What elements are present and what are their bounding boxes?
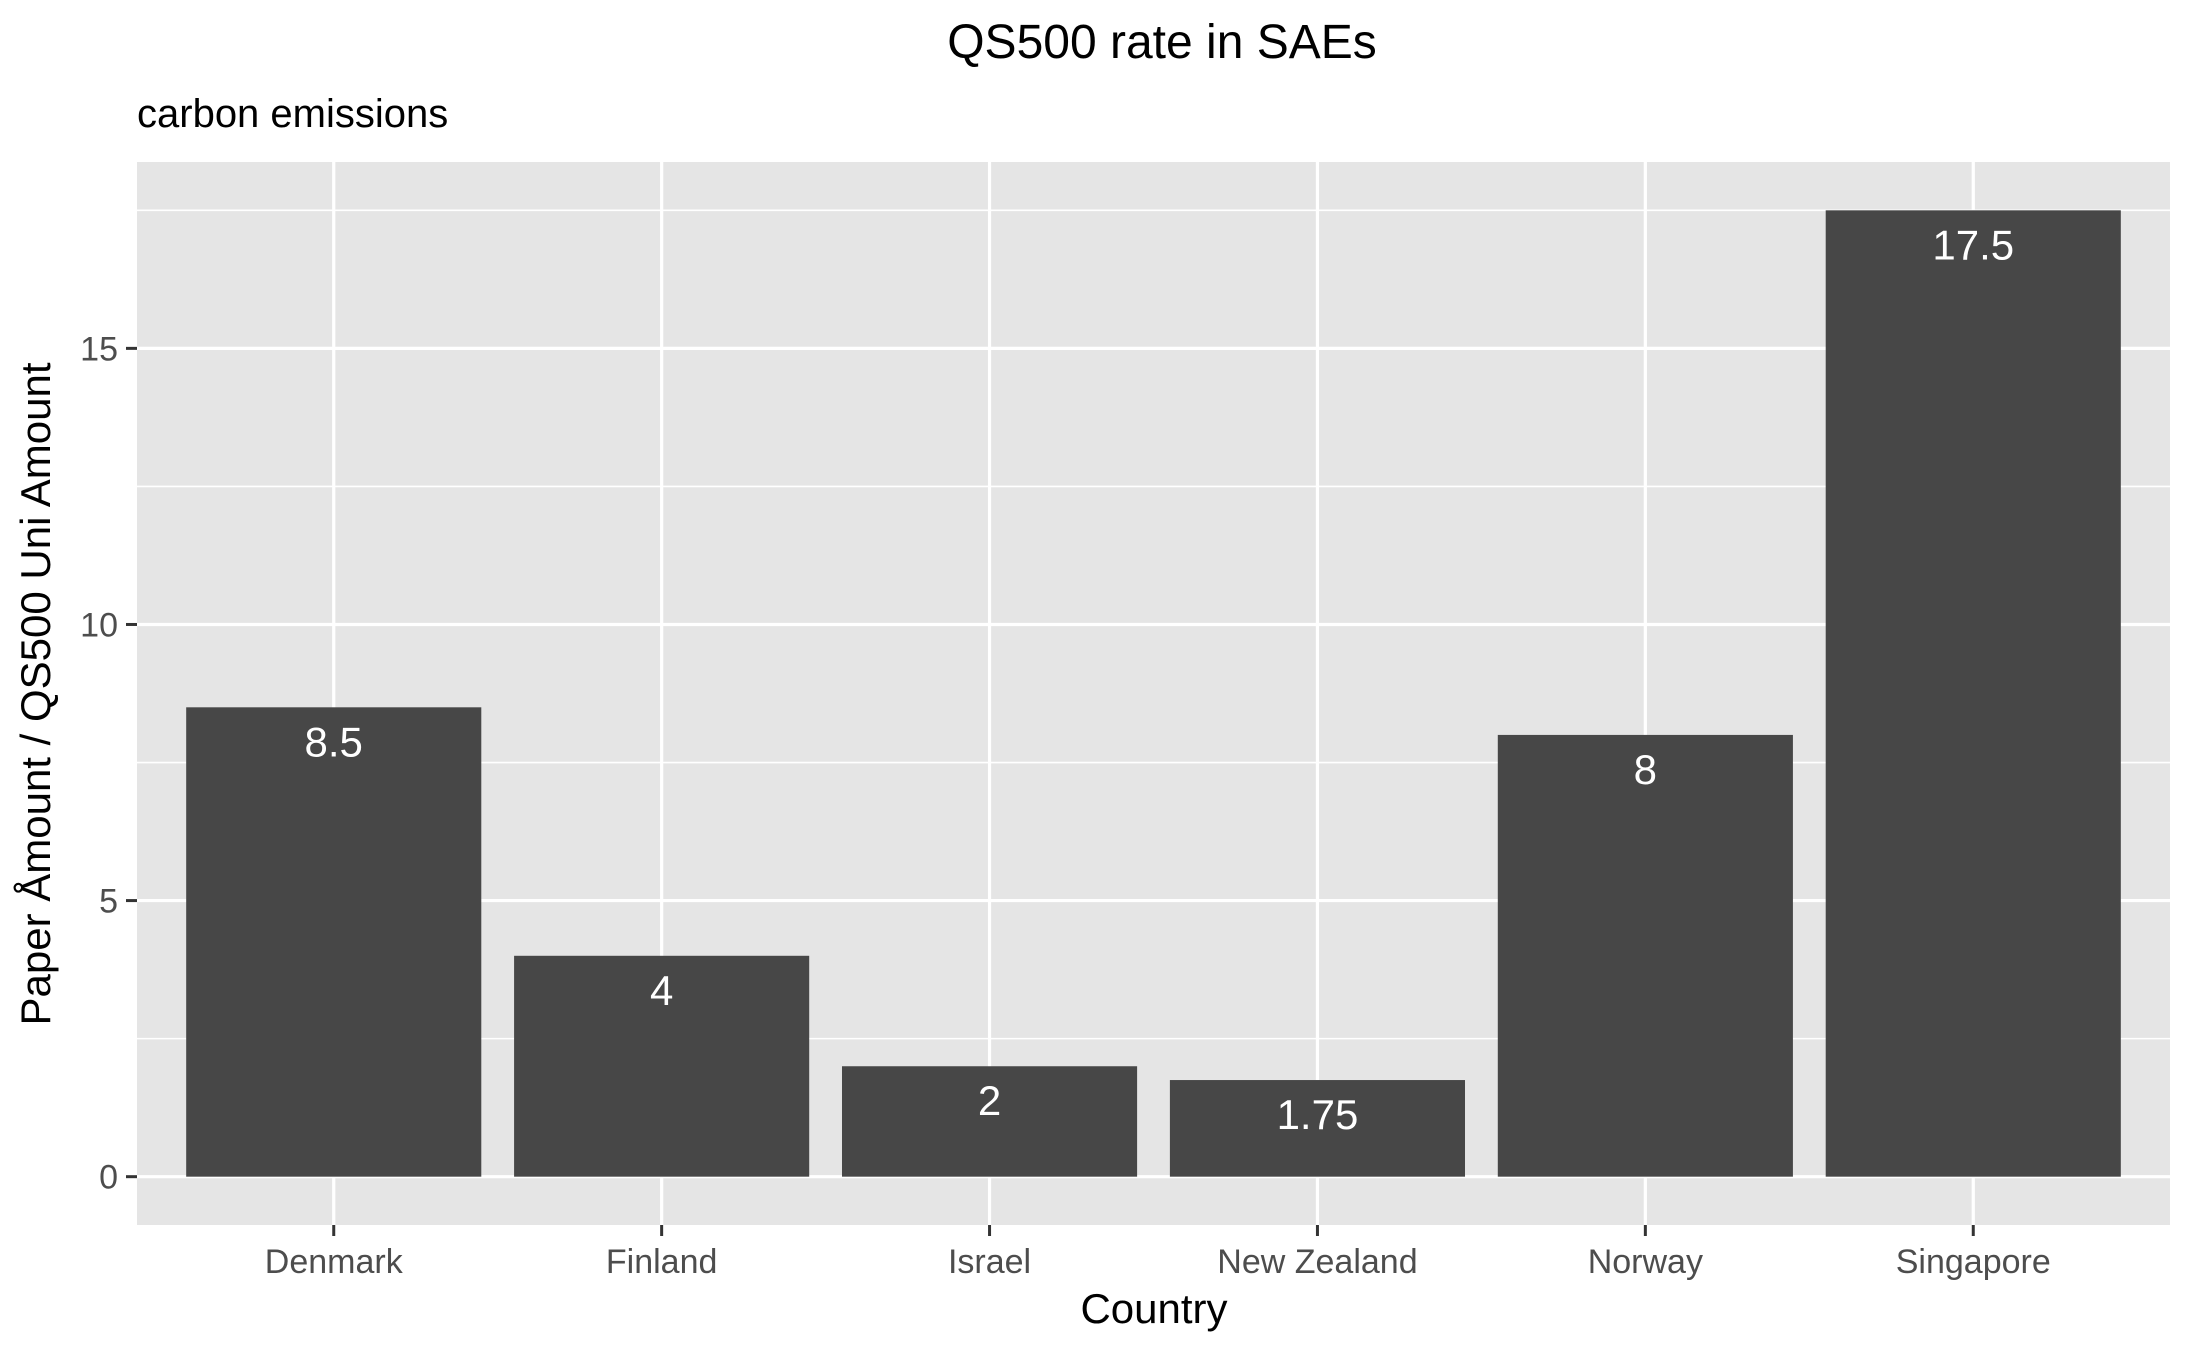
y-tick-label: 0 (99, 1159, 118, 1197)
y-tick-label: 10 (80, 606, 118, 644)
bar (841, 1066, 1138, 1177)
y-tick-label: 5 (99, 883, 118, 921)
bar (514, 955, 810, 1177)
bar (1497, 734, 1793, 1177)
y-tick-label: 15 (80, 330, 118, 368)
bar-value-label: 1.75 (1277, 1091, 1359, 1138)
chart-title: QS500 rate in SAEs (947, 16, 1377, 69)
bar (1169, 1080, 1466, 1177)
bar (1825, 210, 2121, 1177)
chart-subtitle: carbon emissions (137, 92, 448, 136)
bar-value-label: 8 (1634, 746, 1657, 793)
x-tick-label: New Zealand (1217, 1243, 1417, 1281)
x-tick-label: Denmark (265, 1243, 404, 1281)
x-tick-label: Finland (606, 1243, 718, 1281)
x-axis-title: Country (1080, 1285, 1227, 1332)
x-tick-label: Norway (1588, 1243, 1703, 1281)
x-tick-label: Singapore (1896, 1243, 2051, 1281)
x-axis: Denmark Finland Israel New Zealand Norway Sin… (265, 1225, 2051, 1281)
bar-value-label: 4 (650, 967, 673, 1014)
bar-value-label: 8.5 (305, 718, 363, 765)
y-axis-title: Paper Åmount / QS500 Uni Amount (12, 362, 59, 1025)
bar-value-label: 2 (978, 1077, 1001, 1124)
x-tick-label: Israel (948, 1243, 1031, 1281)
y-axis: 0 5 10 15 (80, 330, 137, 1197)
bar (186, 707, 482, 1177)
data-labels: 8.5 4 2 1.75 8 17.5 (305, 221, 2015, 1138)
bar-value-label: 17.5 (1932, 221, 2014, 268)
bars (186, 210, 2121, 1177)
